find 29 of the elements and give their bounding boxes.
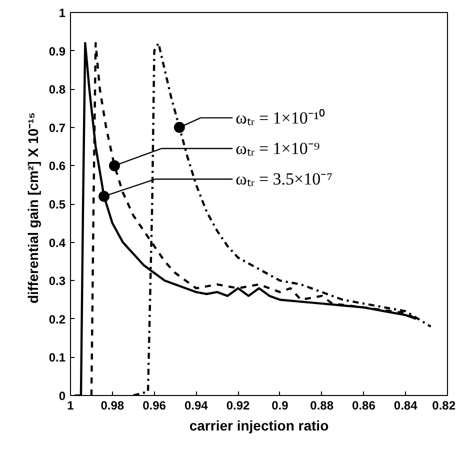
x-tick-label: 0.94 xyxy=(184,398,208,412)
y-tick-label: 0.3 xyxy=(48,274,66,288)
y-tick-label: 0.8 xyxy=(48,82,66,97)
x-axis-title: carrier injection ratio xyxy=(189,418,329,434)
y-tick-label: 0 xyxy=(58,389,66,403)
point xyxy=(98,190,110,202)
y-tick-label: 0.6 xyxy=(48,159,66,174)
y-tick-label: 0.7 xyxy=(48,120,66,135)
y-axis-title: differential gain [cm²] X 10⁻¹⁵ xyxy=(24,112,41,304)
x-tick-label: 0.84 xyxy=(394,398,418,412)
x-tick-label: 0.82 xyxy=(432,398,456,412)
y-tick-label: 0.2 xyxy=(48,312,66,326)
point xyxy=(174,122,185,133)
x-tick-label: 0.98 xyxy=(100,398,124,412)
annotation: ωₜᵣ = 1×10⁻¹⁰ xyxy=(236,108,325,128)
x-tick-label: 0.96 xyxy=(142,398,166,412)
x-tick-label: 0.92 xyxy=(226,398,250,412)
y-tick-label: 1 xyxy=(58,6,66,20)
x-tick-label: 0.86 xyxy=(352,398,376,412)
annotation: ωₜᵣ = 3.5×10⁻⁷ xyxy=(236,170,333,189)
y-tick-label: 0.4 xyxy=(48,236,66,250)
point xyxy=(108,160,120,172)
x-tick-label: 0.88 xyxy=(310,398,334,412)
y-tick-label: 0.9 xyxy=(48,44,66,58)
x-tick-label: 0.9 xyxy=(272,398,289,412)
annotation: ωₜᵣ = 1×10⁻⁹ xyxy=(236,138,320,158)
x-tick-label: 1 xyxy=(67,398,74,412)
y-tick-label: 0.1 xyxy=(48,350,66,365)
y-tick-label: 0.5 xyxy=(48,198,66,212)
